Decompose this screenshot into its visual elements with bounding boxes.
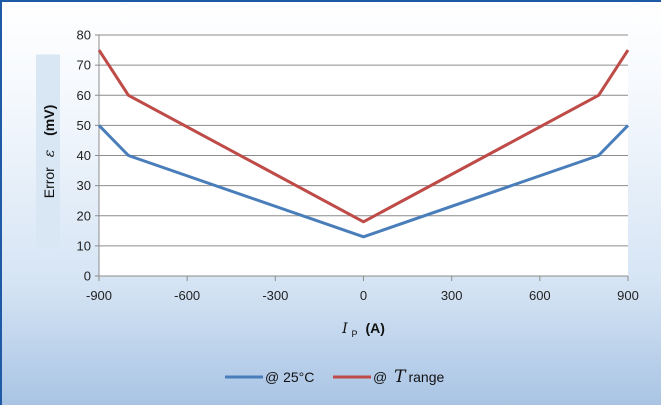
y-tick-label: 40 xyxy=(77,148,91,163)
x-axis-title: I P (A) xyxy=(341,320,385,340)
x-axis-title-subscript: P xyxy=(352,329,358,339)
gridlines xyxy=(99,34,628,247)
y-tick-label: 60 xyxy=(77,88,91,103)
y-tick-label: 10 xyxy=(77,238,91,253)
x-tick-label: -600 xyxy=(174,288,200,303)
x-axis-title-unit: (A) xyxy=(365,320,384,336)
y-axis-title-prefix: Error xyxy=(41,167,57,198)
axes xyxy=(95,34,629,281)
x-tick-label: -900 xyxy=(86,288,112,303)
y-tick-label: 20 xyxy=(77,208,91,223)
x-axis-title-symbol: I xyxy=(341,321,348,337)
y-axis-title-unit: (mV) xyxy=(41,105,57,136)
y-tick-label: 50 xyxy=(77,118,91,133)
x-tick-label: 0 xyxy=(360,288,367,303)
y-axis-title-text: Error ε (mV) xyxy=(41,105,58,199)
y-axis-title-background xyxy=(36,54,60,249)
series-line-1 xyxy=(97,124,630,239)
series-lines xyxy=(97,49,630,239)
y-tick-label: 80 xyxy=(77,28,91,43)
y-axis-title: Error ε (mV) xyxy=(36,54,60,249)
y-axis-title-symbol: ε xyxy=(42,150,58,158)
x-tick-label: 600 xyxy=(529,288,551,303)
x-tick-label: 900 xyxy=(617,288,639,303)
y-tick-label: 0 xyxy=(84,269,91,284)
x-tick-label: 300 xyxy=(441,288,463,303)
series-line-2 xyxy=(97,49,630,224)
legend-label-1: @ 25°C xyxy=(265,369,314,385)
x-tick-label: -300 xyxy=(262,288,288,303)
y-tick-label: 30 xyxy=(77,178,91,193)
y-tick-label: 70 xyxy=(77,58,91,73)
tick-labels: 0 10 20 30 40 50 60 70 80 -900 -600 -300 0 300 600 900 xyxy=(77,28,639,304)
